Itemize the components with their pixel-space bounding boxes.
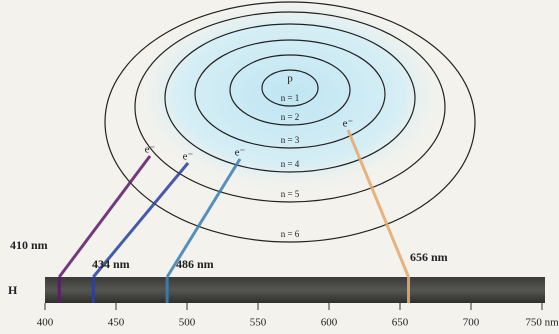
electron: e⁻ xyxy=(145,144,156,156)
electron: e⁻ xyxy=(235,147,246,159)
tick-label: 700 xyxy=(463,317,480,329)
level-label: n = 3 xyxy=(281,135,300,145)
spectrum-bar xyxy=(45,277,545,303)
element-label: H xyxy=(8,283,18,297)
level-label: n = 1 xyxy=(281,93,300,103)
line-label: 486 nm xyxy=(176,257,214,271)
spectral-line xyxy=(92,277,95,303)
tick-label: 600 xyxy=(321,317,338,329)
tick-label: 550 xyxy=(250,317,267,329)
page: {"nucleus": "p", "levels": ["n = 1", "n … xyxy=(0,0,559,334)
electron: e⁻ xyxy=(183,151,194,163)
line-label: 410 nm xyxy=(10,238,48,252)
tick-label: 450 xyxy=(108,317,125,329)
nucleus: p xyxy=(287,73,293,85)
spectral-line xyxy=(166,277,169,303)
electron: e⁻ xyxy=(343,118,354,130)
level-label: n = 4 xyxy=(281,159,300,169)
level-label: n = 2 xyxy=(281,112,300,122)
spectral-line xyxy=(58,277,61,303)
tick-label: 650 xyxy=(392,317,409,329)
line-label: 656 nm xyxy=(410,250,448,264)
tick-label: 500 xyxy=(179,317,196,329)
tick-label: 750 nm xyxy=(525,317,559,329)
tick-label: 400 xyxy=(37,317,54,329)
spectral-line xyxy=(407,277,410,303)
level-label: n = 5 xyxy=(281,189,300,199)
bohr-diagram: n = 1 n = 2 n = 3 n = 4 n = 5 n = 6 e⁻ e⁻ e⁻ e⁻ p… xyxy=(0,0,559,334)
line-label: 434 nm xyxy=(92,257,130,271)
level-label: n = 6 xyxy=(281,229,300,239)
